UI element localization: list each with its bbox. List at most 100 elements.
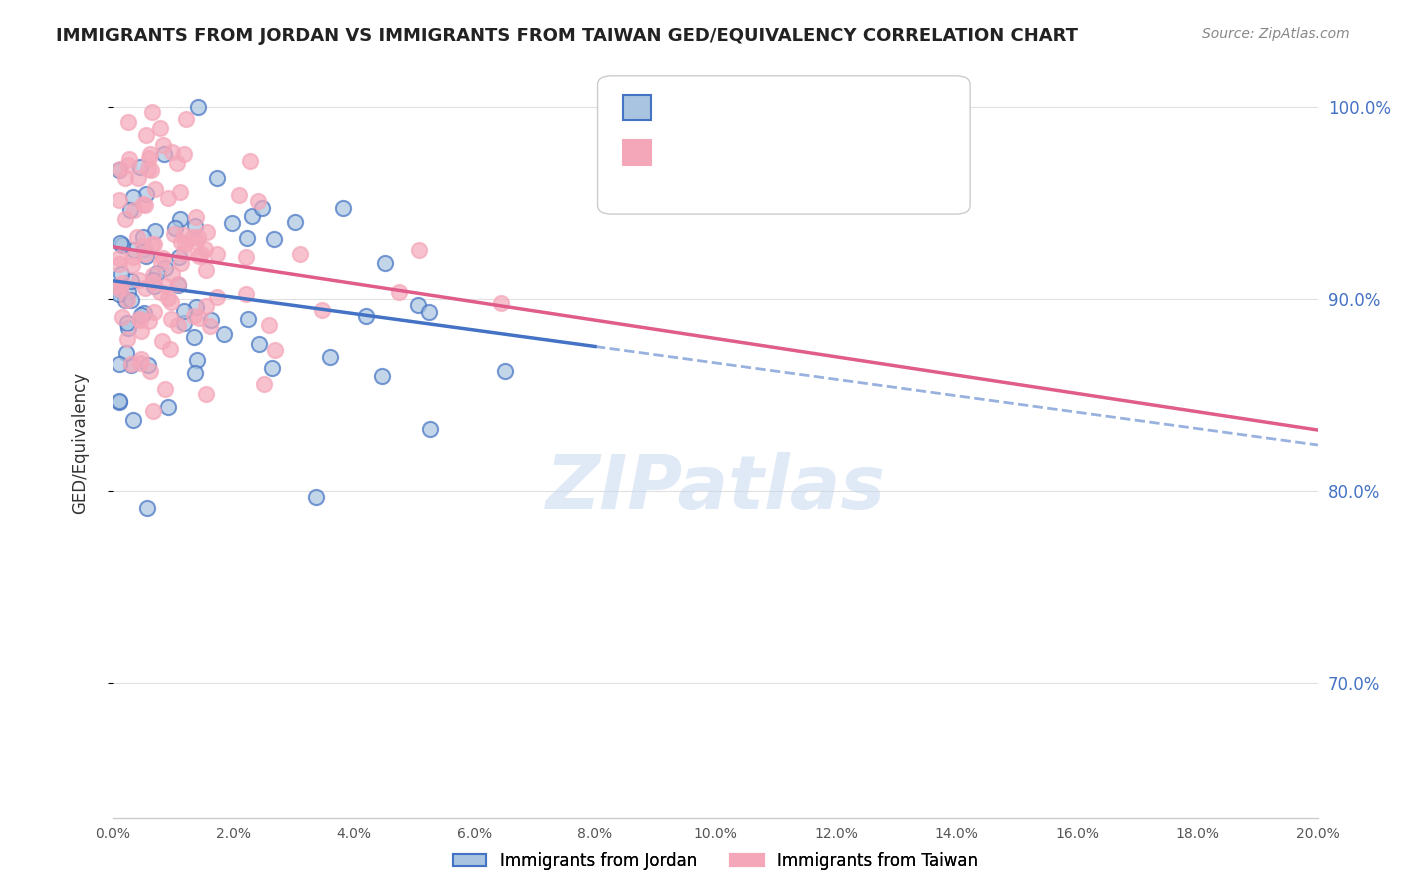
Point — [184, 300, 207, 314]
Point — [108, 251, 131, 265]
Point — [406, 297, 429, 311]
Point — [135, 249, 157, 263]
Text: R = -0.156   N = 71: R = -0.156 N = 71 — [665, 99, 872, 117]
Point — [149, 254, 172, 268]
Point — [111, 276, 134, 290]
Point — [183, 310, 205, 324]
Point — [494, 364, 516, 378]
Point — [194, 387, 217, 401]
Point — [150, 334, 173, 349]
Point — [132, 238, 155, 252]
Point — [141, 105, 163, 120]
Point — [173, 147, 195, 161]
Point — [138, 314, 160, 328]
Point — [184, 211, 207, 225]
Point — [149, 120, 172, 135]
Point — [247, 194, 270, 208]
Point — [114, 170, 136, 185]
Point — [183, 330, 205, 344]
Text: IMMIGRANTS FROM JORDAN VS IMMIGRANTS FROM TAIWAN GED/EQUIVALENCY CORRELATION CHA: IMMIGRANTS FROM JORDAN VS IMMIGRANTS FRO… — [56, 27, 1078, 45]
Point — [228, 187, 250, 202]
Point — [186, 353, 208, 368]
Point — [419, 421, 441, 435]
Point — [138, 147, 160, 161]
Point — [114, 212, 136, 227]
Point — [108, 358, 131, 372]
Point — [135, 187, 157, 202]
Point — [153, 147, 176, 161]
Point — [186, 235, 208, 249]
Point — [163, 220, 186, 235]
Point — [170, 256, 193, 270]
Point — [212, 326, 235, 341]
Point — [159, 295, 181, 310]
Point — [152, 138, 174, 153]
Point — [194, 243, 217, 257]
Point — [160, 267, 183, 281]
Point — [370, 368, 392, 383]
Point — [305, 490, 328, 504]
Point — [117, 158, 139, 172]
Point — [156, 291, 179, 305]
Point — [184, 219, 207, 233]
Point — [284, 214, 307, 228]
Point — [117, 321, 139, 335]
Point — [129, 324, 152, 338]
Point — [132, 305, 155, 319]
Point — [122, 251, 145, 265]
Point — [160, 312, 183, 326]
Point — [118, 203, 141, 218]
Point — [163, 227, 186, 241]
Point — [115, 293, 138, 307]
Point — [169, 185, 191, 199]
Point — [181, 230, 204, 244]
Point — [138, 161, 160, 176]
Point — [108, 283, 131, 297]
Point — [311, 302, 333, 317]
Legend: Immigrants from Jordan, Immigrants from Taiwan: Immigrants from Jordan, Immigrants from … — [447, 846, 984, 877]
Point — [111, 238, 134, 252]
Point — [187, 249, 209, 263]
Point — [115, 346, 138, 360]
Point — [129, 313, 152, 327]
Point — [491, 295, 513, 310]
Point — [138, 151, 160, 165]
Point — [108, 162, 131, 177]
Point — [149, 285, 172, 299]
Point — [195, 225, 218, 239]
Point — [135, 501, 157, 516]
Point — [129, 351, 152, 366]
Point — [205, 290, 228, 304]
Point — [408, 243, 430, 257]
Point — [108, 161, 131, 176]
Point — [108, 395, 131, 409]
Point — [418, 304, 440, 318]
Point — [146, 266, 169, 280]
Point — [194, 299, 217, 313]
Point — [169, 211, 191, 226]
Point — [235, 231, 257, 245]
Point — [236, 312, 259, 326]
Point — [205, 171, 228, 186]
Point — [167, 318, 190, 332]
Point — [110, 267, 132, 281]
Point — [108, 286, 131, 301]
Point — [108, 193, 131, 207]
Point — [155, 261, 177, 276]
Point — [114, 293, 136, 307]
Point — [252, 201, 274, 215]
Point — [129, 356, 152, 370]
Point — [374, 256, 396, 270]
Point — [117, 332, 139, 346]
Point — [240, 209, 263, 223]
Point — [131, 308, 153, 322]
Point — [173, 303, 195, 318]
Point — [173, 245, 195, 260]
Point — [174, 237, 197, 252]
Text: ZIPatlas: ZIPatlas — [546, 451, 886, 524]
Point — [142, 236, 165, 251]
Point — [139, 163, 162, 178]
Point — [138, 364, 160, 378]
Point — [122, 190, 145, 204]
Point — [115, 317, 138, 331]
